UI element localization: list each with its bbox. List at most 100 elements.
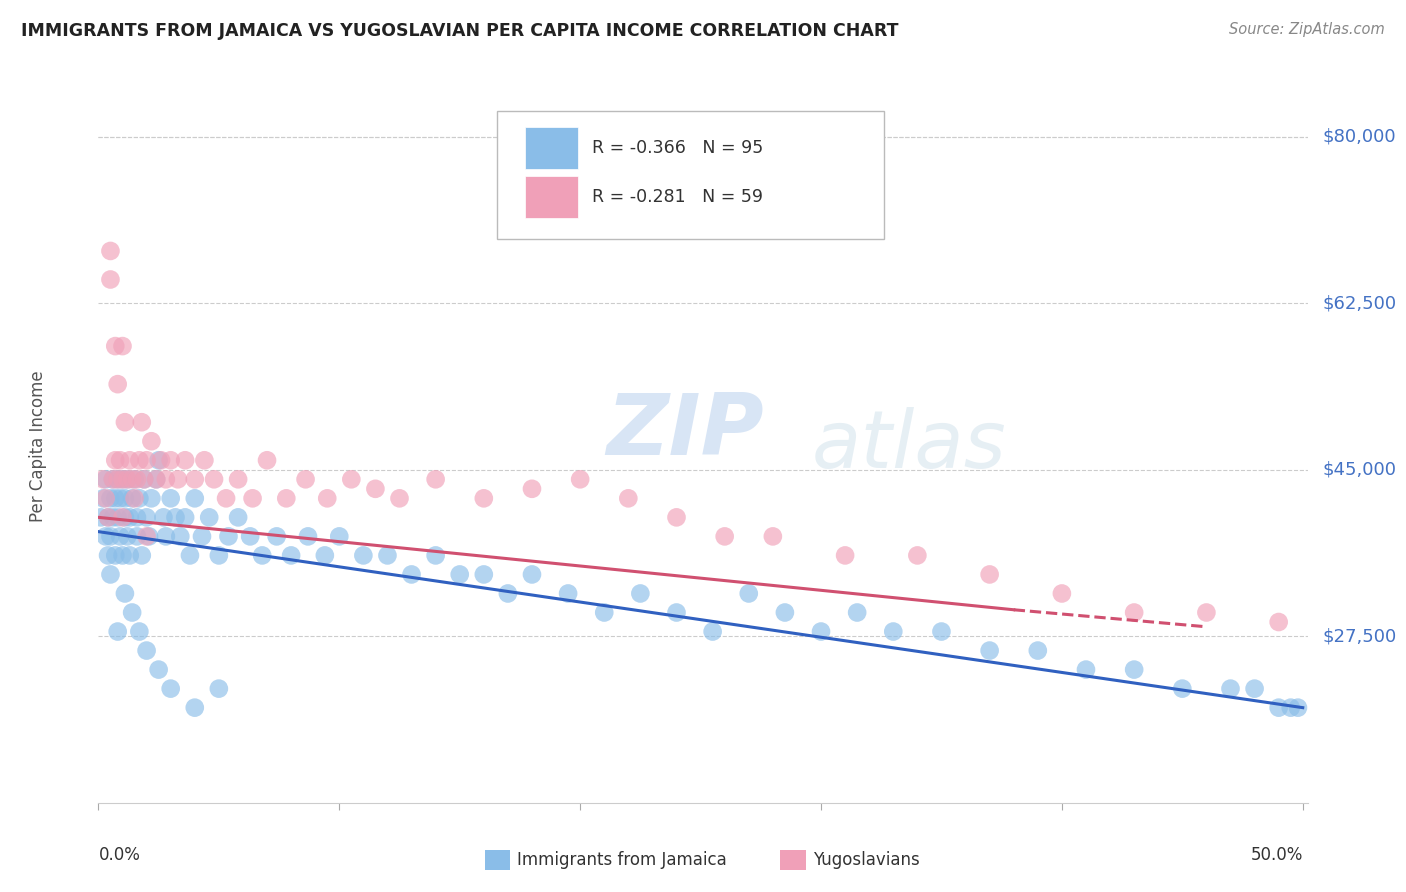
Point <box>100 529 122 543</box>
Point <box>159 491 181 506</box>
Point <box>242 491 264 506</box>
Point <box>184 472 207 486</box>
Point <box>472 567 495 582</box>
Point <box>388 491 411 506</box>
Point <box>121 491 143 506</box>
Point <box>148 453 170 467</box>
Point <box>593 606 616 620</box>
Point <box>364 482 387 496</box>
Point <box>131 549 153 563</box>
Point <box>108 453 131 467</box>
Point <box>167 472 190 486</box>
Point <box>125 472 148 486</box>
Point <box>165 510 187 524</box>
Point <box>352 549 374 563</box>
Point <box>1026 643 1049 657</box>
Point <box>111 549 134 563</box>
Point <box>1267 700 1289 714</box>
Point <box>101 510 124 524</box>
Text: Per Capita Income: Per Capita Income <box>30 370 46 522</box>
Point <box>174 510 197 524</box>
FancyBboxPatch shape <box>526 176 578 218</box>
Point <box>1219 681 1241 696</box>
Point <box>121 472 143 486</box>
Point <box>810 624 832 639</box>
Point <box>276 491 298 506</box>
Text: IMMIGRANTS FROM JAMAICA VS YUGOSLAVIAN PER CAPITA INCOME CORRELATION CHART: IMMIGRANTS FROM JAMAICA VS YUGOSLAVIAN P… <box>21 22 898 40</box>
Point <box>141 434 163 449</box>
Point <box>314 549 336 563</box>
Point <box>297 529 319 543</box>
Point <box>97 549 120 563</box>
Point <box>762 529 785 543</box>
Point <box>702 624 724 639</box>
Point <box>100 272 122 286</box>
Point <box>316 491 339 506</box>
Point <box>128 624 150 639</box>
Point <box>104 491 127 506</box>
Point <box>117 529 139 543</box>
Text: R = -0.281   N = 59: R = -0.281 N = 59 <box>592 188 763 206</box>
Point <box>101 472 124 486</box>
Point <box>121 606 143 620</box>
Point <box>179 549 201 563</box>
Point <box>882 624 904 639</box>
Text: $80,000: $80,000 <box>1322 128 1396 145</box>
Point <box>979 567 1001 582</box>
Point <box>148 663 170 677</box>
Point <box>239 529 262 543</box>
Point <box>108 529 131 543</box>
Point <box>979 643 1001 657</box>
Text: 50.0%: 50.0% <box>1250 846 1303 863</box>
Point <box>1050 586 1073 600</box>
Point <box>425 472 447 486</box>
Text: Immigrants from Jamaica: Immigrants from Jamaica <box>517 851 727 869</box>
Point <box>90 510 112 524</box>
Point <box>294 472 316 486</box>
Point <box>107 472 129 486</box>
Point <box>107 377 129 392</box>
Point <box>520 567 543 582</box>
Point <box>128 491 150 506</box>
Point <box>118 453 141 467</box>
Point <box>557 586 579 600</box>
Point <box>97 510 120 524</box>
Text: Source: ZipAtlas.com: Source: ZipAtlas.com <box>1229 22 1385 37</box>
Point <box>100 491 122 506</box>
Point <box>226 510 249 524</box>
Point <box>125 529 148 543</box>
Point <box>184 491 207 506</box>
Point <box>846 606 869 620</box>
Point <box>496 586 519 600</box>
Point <box>256 453 278 467</box>
Point <box>520 482 543 496</box>
Text: R = -0.366   N = 95: R = -0.366 N = 95 <box>592 139 763 157</box>
Point <box>184 700 207 714</box>
Point <box>94 529 117 543</box>
Point <box>155 529 177 543</box>
Point <box>931 624 953 639</box>
Point <box>117 472 139 486</box>
Point <box>155 472 177 486</box>
Point <box>1074 663 1097 677</box>
Point <box>665 606 688 620</box>
Point <box>1195 606 1218 620</box>
Text: ZIP: ZIP <box>606 390 763 474</box>
Point <box>472 491 495 506</box>
Point <box>111 339 134 353</box>
Point <box>111 510 134 524</box>
Point <box>738 586 761 600</box>
Point <box>135 529 157 543</box>
Point <box>107 624 129 639</box>
Point <box>834 549 856 563</box>
Point <box>449 567 471 582</box>
Point <box>104 549 127 563</box>
Point <box>97 510 120 524</box>
Point <box>208 681 231 696</box>
Point <box>250 549 273 563</box>
Point <box>377 549 399 563</box>
Point <box>1123 606 1146 620</box>
Point <box>138 529 160 543</box>
Point <box>628 586 651 600</box>
Point <box>1286 700 1309 714</box>
